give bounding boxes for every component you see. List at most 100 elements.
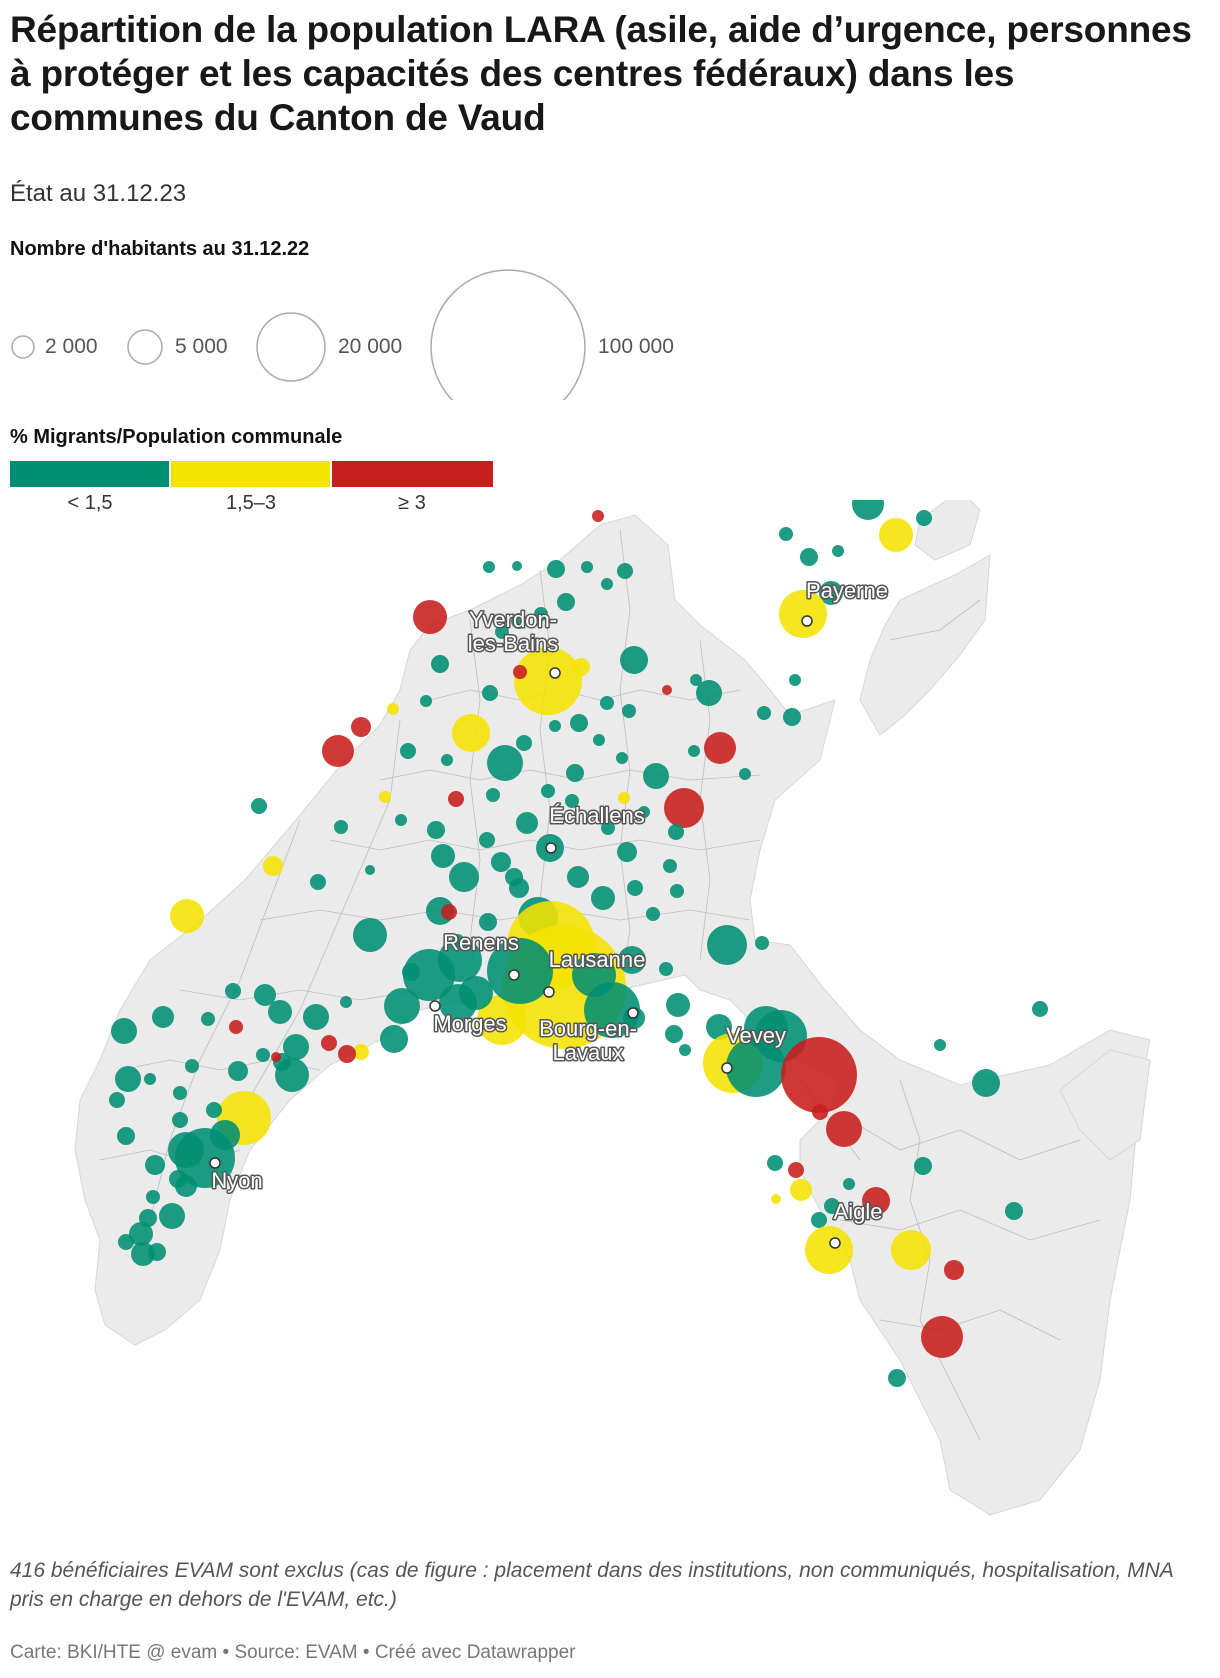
commune-bubble[interactable] bbox=[441, 754, 453, 766]
commune-bubble[interactable] bbox=[811, 1212, 827, 1228]
commune-bubble[interactable] bbox=[322, 735, 354, 767]
commune-bubble[interactable] bbox=[495, 625, 509, 639]
commune-bubble[interactable] bbox=[790, 1179, 812, 1201]
commune-bubble[interactable] bbox=[169, 1170, 187, 1188]
commune-bubble[interactable] bbox=[491, 852, 511, 872]
commune-bubble[interactable] bbox=[879, 518, 913, 552]
commune-bubble[interactable] bbox=[256, 1048, 270, 1062]
commune-bubble[interactable] bbox=[487, 938, 553, 1004]
commune-bubble[interactable] bbox=[172, 1112, 188, 1128]
commune-bubble[interactable] bbox=[600, 696, 614, 710]
commune-bubble[interactable] bbox=[646, 907, 660, 921]
commune-bubble[interactable] bbox=[824, 1198, 840, 1214]
commune-bubble[interactable] bbox=[679, 1044, 691, 1056]
commune-bubble[interactable] bbox=[271, 1052, 281, 1062]
commune-bubble[interactable] bbox=[441, 904, 457, 920]
commune-bubble[interactable] bbox=[263, 856, 283, 876]
commune-bubble[interactable] bbox=[321, 1035, 337, 1051]
commune-bubble[interactable] bbox=[662, 685, 672, 695]
commune-bubble[interactable] bbox=[972, 1069, 1000, 1097]
commune-bubble[interactable] bbox=[482, 685, 498, 701]
commune-bubble[interactable] bbox=[254, 984, 276, 1006]
commune-bubble[interactable] bbox=[601, 578, 613, 590]
commune-bubble[interactable] bbox=[229, 1020, 243, 1034]
commune-bubble[interactable] bbox=[431, 655, 449, 673]
commune-bubble[interactable] bbox=[888, 1369, 906, 1387]
commune-bubble[interactable] bbox=[152, 1006, 174, 1028]
commune-bubble[interactable] bbox=[268, 1000, 292, 1024]
commune-bubble[interactable] bbox=[118, 1234, 134, 1250]
commune-bubble[interactable] bbox=[664, 788, 704, 828]
commune-bubble[interactable] bbox=[843, 1178, 855, 1190]
commune-bubble[interactable] bbox=[509, 878, 529, 898]
commune-bubble[interactable] bbox=[514, 647, 582, 715]
commune-bubble[interactable] bbox=[117, 1127, 135, 1145]
commune-bubble[interactable] bbox=[146, 1190, 160, 1204]
commune-bubble[interactable] bbox=[755, 936, 769, 950]
commune-bubble[interactable] bbox=[707, 925, 747, 965]
commune-bubble[interactable] bbox=[567, 866, 589, 888]
commune-bubble[interactable] bbox=[479, 913, 497, 931]
commune-bubble[interactable] bbox=[511, 613, 527, 629]
commune-bubble[interactable] bbox=[395, 814, 407, 826]
commune-bubble[interactable] bbox=[819, 581, 843, 605]
commune-bubble[interactable] bbox=[618, 792, 630, 804]
commune-bubble[interactable] bbox=[934, 1039, 946, 1051]
commune-bubble[interactable] bbox=[704, 732, 736, 764]
commune-bubble[interactable] bbox=[638, 806, 650, 818]
commune-bubble[interactable] bbox=[800, 548, 818, 566]
commune-bubble[interactable] bbox=[168, 1132, 204, 1168]
commune-bubble[interactable] bbox=[944, 1260, 964, 1280]
commune-bubble[interactable] bbox=[516, 735, 532, 751]
commune-bubble[interactable] bbox=[547, 560, 565, 578]
commune-bubble[interactable] bbox=[402, 963, 420, 981]
commune-bubble[interactable] bbox=[771, 1194, 781, 1204]
commune-bubble[interactable] bbox=[334, 820, 348, 834]
commune-bubble[interactable] bbox=[170, 899, 204, 933]
commune-bubble[interactable] bbox=[144, 1073, 156, 1085]
commune-bubble[interactable] bbox=[379, 791, 391, 803]
commune-bubble[interactable] bbox=[570, 714, 588, 732]
commune-bubble[interactable] bbox=[696, 680, 722, 706]
commune-bubble[interactable] bbox=[387, 703, 399, 715]
commune-bubble[interactable] bbox=[228, 1061, 248, 1081]
commune-bubble[interactable] bbox=[891, 1230, 931, 1270]
commune-bubble[interactable] bbox=[788, 1162, 804, 1178]
commune-bubble[interactable] bbox=[566, 764, 584, 782]
commune-bubble[interactable] bbox=[206, 1102, 222, 1118]
commune-bubble[interactable] bbox=[452, 714, 490, 752]
commune-bubble[interactable] bbox=[688, 745, 700, 757]
commune-bubble[interactable] bbox=[479, 832, 495, 848]
commune-bubble[interactable] bbox=[351, 717, 371, 737]
commune-bubble[interactable] bbox=[826, 1111, 862, 1147]
commune-bubble[interactable] bbox=[353, 918, 387, 952]
commune-bubble[interactable] bbox=[617, 563, 633, 579]
commune-bubble[interactable] bbox=[557, 593, 575, 611]
commune-bubble[interactable] bbox=[789, 674, 801, 686]
commune-bubble[interactable] bbox=[592, 510, 604, 522]
commune-bubble[interactable] bbox=[129, 1222, 153, 1246]
commune-bubble[interactable] bbox=[310, 874, 326, 890]
commune-bubble[interactable] bbox=[757, 706, 771, 720]
commune-bubble[interactable] bbox=[549, 720, 561, 732]
commune-bubble[interactable] bbox=[805, 1226, 853, 1274]
commune-bubble[interactable] bbox=[627, 880, 643, 896]
commune-bubble[interactable] bbox=[668, 824, 684, 840]
commune-bubble[interactable] bbox=[111, 1018, 137, 1044]
commune-bubble[interactable] bbox=[781, 1037, 857, 1113]
commune-bubble[interactable] bbox=[448, 791, 464, 807]
commune-bubble[interactable] bbox=[210, 1120, 240, 1150]
commune-bubble[interactable] bbox=[706, 1014, 732, 1040]
commune-bubble[interactable] bbox=[431, 844, 455, 868]
commune-bubble[interactable] bbox=[862, 1187, 890, 1215]
commune-bubble[interactable] bbox=[340, 996, 352, 1008]
commune-bubble[interactable] bbox=[739, 768, 751, 780]
commune-bubble[interactable] bbox=[812, 1104, 828, 1120]
commune-bubble[interactable] bbox=[779, 590, 827, 638]
commune-bubble[interactable] bbox=[601, 821, 615, 835]
commune-bubble[interactable] bbox=[513, 665, 527, 679]
vaud-map[interactable]: Payerne Yverdon-les-Bains Échallens Renens L… bbox=[0, 500, 1220, 1530]
commune-bubble[interactable] bbox=[916, 510, 932, 526]
commune-bubble[interactable] bbox=[365, 865, 375, 875]
commune-bubble[interactable] bbox=[338, 1045, 356, 1063]
